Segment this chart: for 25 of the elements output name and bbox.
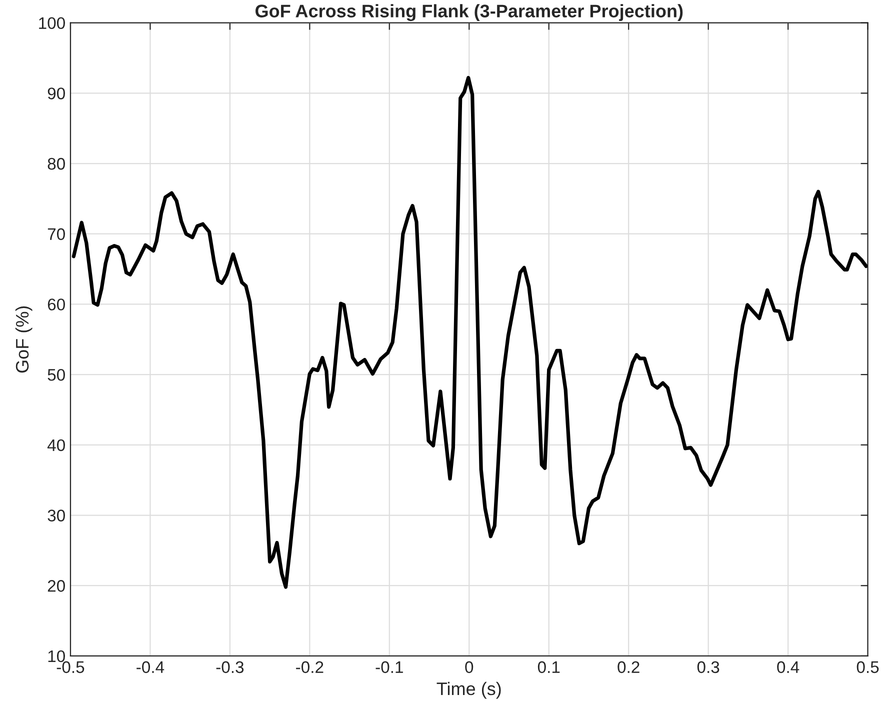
x-tick-label: -0.3 bbox=[216, 661, 244, 674]
x-tick-label: 0.5 bbox=[856, 661, 879, 674]
x-tick-label: 0.1 bbox=[538, 661, 560, 674]
y-tick-label: 60 bbox=[48, 298, 65, 310]
x-tick-label: -0.5 bbox=[56, 661, 84, 674]
y-tick-label: 90 bbox=[48, 88, 65, 100]
y-tick-label: 10 bbox=[48, 650, 65, 662]
chart-title: GoF Across Rising Flank (3-Parameter Projection) bbox=[256, 4, 683, 22]
x-tick-label: -0.2 bbox=[296, 661, 324, 674]
x-tick-label: 0 bbox=[465, 661, 474, 674]
x-tick-label: 0.4 bbox=[777, 661, 800, 674]
y-tick-label: 100 bbox=[39, 17, 65, 30]
y-tick-label: 40 bbox=[47, 439, 65, 452]
y-tick-label: 80 bbox=[48, 158, 65, 170]
x-tick-label: -0.1 bbox=[376, 661, 403, 674]
x-tick-label: 0.3 bbox=[697, 661, 720, 674]
y-tick-label: 70 bbox=[48, 228, 65, 240]
x-tick-label: 0.2 bbox=[618, 661, 640, 674]
y-tick-label: 30 bbox=[48, 510, 65, 522]
line-series bbox=[72, 76, 868, 589]
x-axis-title: Time (s) bbox=[436, 682, 501, 699]
y-tick-label: 20 bbox=[48, 580, 65, 592]
y-tick-label: 50 bbox=[48, 368, 65, 381]
x-tick-label: -0.4 bbox=[136, 661, 164, 674]
y-axis-title: GoF (%) bbox=[15, 306, 32, 373]
